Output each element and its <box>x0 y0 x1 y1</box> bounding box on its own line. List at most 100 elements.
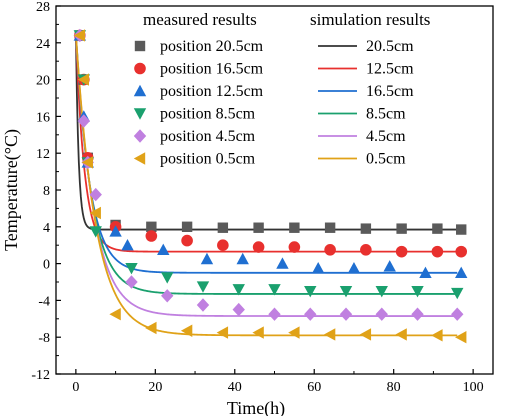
measured-point-0 <box>396 223 407 234</box>
measured-point-3 <box>411 286 424 298</box>
y-tick-label: 28 <box>36 0 50 15</box>
measured-point-2 <box>157 243 170 255</box>
measured-point-2 <box>347 262 361 274</box>
legend-simulation-label: 12.5cm <box>366 61 414 78</box>
legend-measured: position 20.5cm position 16.5cm position 1… <box>133 38 264 168</box>
y-tick-label: -8 <box>38 331 50 346</box>
measured-point-5 <box>73 29 86 42</box>
legend-marker-1 <box>134 62 146 75</box>
measured-point-4 <box>411 307 424 321</box>
measured-point-3 <box>375 286 388 298</box>
measured-point-2 <box>383 260 396 272</box>
measured-point-2 <box>312 262 325 274</box>
measured-point-0 <box>432 223 443 234</box>
measured-point-4 <box>268 307 281 321</box>
measured-point-5 <box>180 324 193 337</box>
measured-point-1 <box>252 241 265 253</box>
measured-point-4 <box>77 114 91 128</box>
x-tick-label: 0 <box>72 380 79 395</box>
x-axis-title: Time(h) <box>227 398 285 416</box>
measured-point-5 <box>81 156 93 169</box>
measured-point-3 <box>196 281 210 293</box>
legend-marker-3 <box>133 108 147 120</box>
legend-measured-label: position 8.5cm <box>160 106 256 123</box>
measured-point-3 <box>304 286 317 298</box>
simulation-line-1 <box>74 33 458 253</box>
simulation-line-4 <box>74 33 458 317</box>
y-tick-label: 12 <box>36 147 50 162</box>
measured-point-3 <box>89 226 102 238</box>
legend-simulation-label: 16.5cm <box>366 83 414 100</box>
simulation-line-2 <box>74 33 458 274</box>
measured-point-5 <box>145 321 157 335</box>
x-tick-label: 40 <box>228 380 242 395</box>
x-tick-label: 100 <box>463 380 484 395</box>
legend-marker-0 <box>134 40 146 52</box>
simulation-line-3 <box>74 33 458 295</box>
y-axis-title: Temperature(°C) <box>1 129 22 251</box>
legend-measured-label: position 12.5cm <box>160 83 264 100</box>
legend-measured-label: position 20.5cm <box>160 38 264 55</box>
measured-point-1 <box>217 239 229 251</box>
legend-measured-label: position 0.5cm <box>160 151 256 168</box>
measured-point-5 <box>77 73 90 86</box>
measured-point-5 <box>455 331 467 344</box>
measured-point-5 <box>89 206 101 220</box>
axes-ticks: 0 20 40 60 80 100 -12 -8 -4 0 4 8 12 16 20 24 28 <box>31 0 483 395</box>
legend-simulation-label: 0.5cm <box>366 151 406 168</box>
legend-marker-4 <box>133 129 147 143</box>
y-tick-label: 24 <box>36 37 50 52</box>
legend-marker-5 <box>133 152 146 165</box>
measured-point-4 <box>304 307 317 321</box>
legend-head-simulation: simulation results <box>310 10 430 29</box>
y-tick-label: 20 <box>36 74 50 89</box>
measured-point-4 <box>196 298 210 312</box>
measured-point-0 <box>146 221 157 232</box>
measured-point-3 <box>125 263 138 275</box>
legend-measured-label: position 16.5cm <box>160 61 264 78</box>
y-tick-label: -12 <box>31 368 50 383</box>
measured-point-1 <box>288 241 301 253</box>
measured-point-5 <box>109 308 121 321</box>
measured-point-2 <box>455 266 468 278</box>
legend-marker-2 <box>133 84 147 97</box>
measured-points <box>73 28 468 344</box>
simulation-line-5 <box>74 33 458 337</box>
x-tick-label: 20 <box>148 380 162 395</box>
y-tick-label: 8 <box>43 184 50 199</box>
legend-measured-label: position 4.5cm <box>160 128 256 145</box>
measured-point-4 <box>232 302 245 317</box>
legend-simulation-label: 4.5cm <box>366 128 406 145</box>
measured-point-4 <box>375 307 388 321</box>
measured-point-3 <box>161 272 174 284</box>
measured-point-3 <box>232 284 245 296</box>
simulation-line-0 <box>74 33 458 231</box>
measured-point-3 <box>451 287 464 300</box>
measured-point-2 <box>236 252 249 265</box>
measured-point-5 <box>359 328 372 341</box>
measured-point-0 <box>456 224 467 235</box>
measured-point-1 <box>360 244 372 256</box>
measured-point-3 <box>268 284 281 296</box>
measured-point-4 <box>89 187 102 202</box>
measured-point-2 <box>200 252 214 265</box>
measured-point-2 <box>109 225 122 237</box>
measured-point-0 <box>324 222 336 233</box>
measured-point-0 <box>289 222 300 233</box>
measured-point-1 <box>431 245 444 258</box>
measured-point-4 <box>125 275 138 289</box>
measured-point-5 <box>252 326 264 339</box>
measured-point-1 <box>181 234 193 247</box>
measured-point-5 <box>288 326 300 339</box>
measured-point-2 <box>276 257 289 269</box>
measured-point-0 <box>217 222 229 233</box>
measured-point-3 <box>339 286 353 298</box>
measured-point-1 <box>455 245 468 258</box>
legend: measured results simulation results posi… <box>133 10 430 168</box>
measured-point-2 <box>419 266 432 278</box>
measured-point-0 <box>360 223 372 234</box>
y-tick-label: -4 <box>38 294 50 309</box>
legend-simulation-label: 20.5cm <box>366 38 414 55</box>
x-tick-label: 60 <box>307 380 321 395</box>
y-tick-label: 0 <box>43 258 50 273</box>
